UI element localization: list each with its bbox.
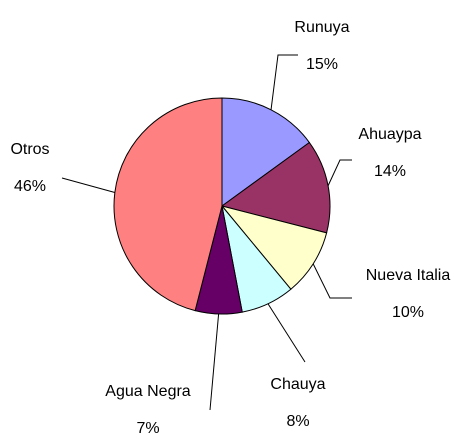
leader-line (61, 177, 115, 193)
leader-line (270, 54, 298, 110)
slice-value-label: 8% (286, 413, 309, 430)
slice-label: Agua Negra (105, 383, 190, 400)
pie-slice (113, 97, 223, 312)
slice-value-label: 14% (374, 163, 406, 180)
slice-value-label: 15% (306, 56, 338, 73)
slice-label: Ahuaypa (358, 126, 421, 143)
slice-value-label: 7% (136, 420, 159, 436)
slice-value-label: 10% (392, 304, 424, 321)
slice-label: Nueva Italia (366, 267, 451, 284)
slice-value-label: 46% (14, 178, 46, 195)
leader-line (267, 303, 306, 363)
slice-label: Otros (10, 141, 49, 158)
slice-label: Runuya (294, 19, 349, 36)
leader-line (312, 263, 352, 299)
leader-line (209, 313, 220, 411)
leader-line (327, 159, 352, 186)
pie-slice (220, 141, 331, 234)
slice-label: Chauya (270, 376, 325, 393)
